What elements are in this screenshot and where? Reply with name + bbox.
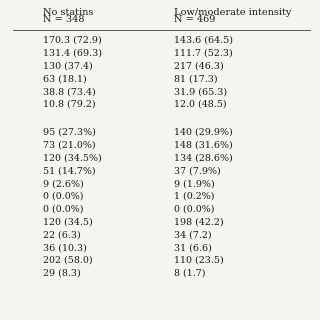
Text: 111.7 (52.3): 111.7 (52.3) — [174, 49, 233, 58]
Text: 1 (0.2%): 1 (0.2%) — [174, 192, 215, 201]
Text: 131.4 (69.3): 131.4 (69.3) — [43, 49, 102, 58]
Text: 12.0 (48.5): 12.0 (48.5) — [174, 100, 227, 109]
Text: N = 348: N = 348 — [43, 15, 85, 24]
Text: 202 (58.0): 202 (58.0) — [43, 256, 93, 265]
Text: 110 (23.5): 110 (23.5) — [174, 256, 224, 265]
Text: 22 (6.3): 22 (6.3) — [43, 230, 81, 239]
Text: 170.3 (72.9): 170.3 (72.9) — [43, 36, 102, 45]
Text: 9 (2.6%): 9 (2.6%) — [43, 179, 84, 188]
Text: 0 (0.0%): 0 (0.0%) — [174, 205, 215, 214]
Text: 143.6 (64.5): 143.6 (64.5) — [174, 36, 233, 45]
Text: N = 469: N = 469 — [174, 15, 216, 24]
Text: 36 (10.3): 36 (10.3) — [43, 243, 87, 252]
Text: 63 (18.1): 63 (18.1) — [43, 74, 87, 83]
Text: 31 (6.6): 31 (6.6) — [174, 243, 212, 252]
Text: 73 (21.0%): 73 (21.0%) — [43, 141, 96, 150]
Text: 38.8 (73.4): 38.8 (73.4) — [43, 87, 96, 96]
Text: 120 (34.5): 120 (34.5) — [43, 218, 93, 227]
Text: 140 (29.9%): 140 (29.9%) — [174, 128, 233, 137]
Text: Low/moderate intensity: Low/moderate intensity — [174, 8, 292, 17]
Text: 8 (1.7): 8 (1.7) — [174, 269, 206, 278]
Text: 34 (7.2): 34 (7.2) — [174, 230, 212, 239]
Text: 37 (7.9%): 37 (7.9%) — [174, 166, 221, 175]
Text: 10.8 (79.2): 10.8 (79.2) — [43, 100, 96, 109]
Text: 120 (34.5%): 120 (34.5%) — [43, 154, 102, 163]
Text: 148 (31.6%): 148 (31.6%) — [174, 141, 233, 150]
Text: 198 (42.2): 198 (42.2) — [174, 218, 224, 227]
Text: 81 (17.3): 81 (17.3) — [174, 74, 218, 83]
Text: 29 (8.3): 29 (8.3) — [43, 269, 81, 278]
Text: 95 (27.3%): 95 (27.3%) — [43, 128, 96, 137]
Text: 31.9 (65.3): 31.9 (65.3) — [174, 87, 228, 96]
Text: 0 (0.0%): 0 (0.0%) — [43, 205, 84, 214]
Text: No statins: No statins — [43, 8, 93, 17]
Text: 217 (46.3): 217 (46.3) — [174, 61, 224, 70]
Text: 0 (0.0%): 0 (0.0%) — [43, 192, 84, 201]
Text: 9 (1.9%): 9 (1.9%) — [174, 179, 215, 188]
Text: 51 (14.7%): 51 (14.7%) — [43, 166, 96, 175]
Text: 134 (28.6%): 134 (28.6%) — [174, 154, 233, 163]
Text: 130 (37.4): 130 (37.4) — [43, 61, 93, 70]
